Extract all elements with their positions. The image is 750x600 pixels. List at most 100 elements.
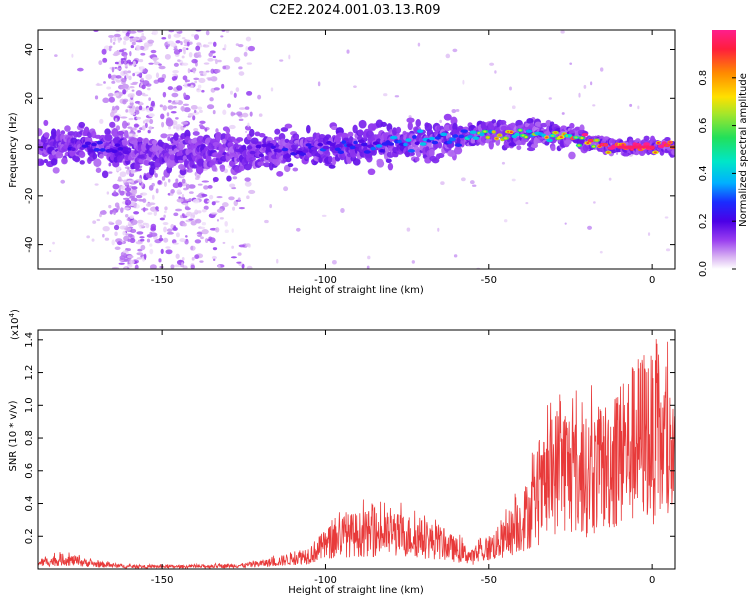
spectrogram-blob [180, 105, 185, 112]
spectrogram-blob [196, 231, 203, 235]
spectrogram-blob [95, 167, 102, 173]
spectrogram-blob [387, 162, 394, 171]
spectrogram-blob [199, 260, 204, 263]
spectrogram-blob [78, 121, 86, 129]
spectrogram-blob [92, 152, 98, 160]
spectrogram-blob [212, 176, 219, 182]
spectrogram-blob [199, 226, 206, 230]
spectrogram-blob [273, 136, 281, 141]
spectrogram-blob [186, 47, 189, 51]
spectrogram-blob [113, 92, 120, 97]
spectrogram-blob [117, 37, 121, 43]
spectrogram-blob [158, 65, 166, 70]
spectrogram-blob [411, 260, 415, 264]
spectrogram-blob [239, 107, 246, 110]
spectrogram-blob [431, 140, 439, 145]
spectrogram-blob [296, 227, 301, 232]
spectrogram-blob [175, 40, 181, 44]
spectrogram-blob [455, 108, 460, 112]
spectrogram-blob [621, 143, 625, 146]
spectrogram-blob [204, 238, 209, 244]
spectrogram-blob [150, 49, 157, 54]
spectrogram-blob [112, 183, 120, 190]
spectrogram-blob [204, 128, 208, 132]
spectrogram-blob [120, 58, 127, 61]
spectrogram-blob [215, 59, 218, 65]
spectrogram-blob [122, 230, 127, 236]
spectrogram-blob [188, 218, 194, 221]
spectrogram-x-label: Height of straight line (km) [288, 285, 424, 296]
spectrogram-blob [548, 97, 552, 100]
spectrogram-blob [136, 137, 143, 143]
spectrogram-blob [194, 34, 200, 40]
spectrogram-blob [225, 30, 230, 33]
spectrogram-blob [129, 127, 137, 131]
spectrogram-blob [161, 176, 166, 181]
spectrogram-blob [71, 53, 74, 58]
spectrogram-blob [209, 97, 214, 102]
spectrogram-blob [354, 143, 363, 148]
spectrogram-blob [131, 41, 136, 46]
spectrogram-blob [211, 201, 216, 206]
spectrogram-blob [149, 243, 153, 247]
spectrogram-blob [203, 198, 210, 204]
spectrogram-blob [330, 126, 338, 131]
spectrogram-blob [176, 198, 184, 203]
spectrogram-blob [565, 134, 569, 137]
spectrogram-blob [141, 84, 146, 90]
spectrogram-blob [150, 163, 156, 171]
spectrogram-blob [337, 150, 345, 155]
spectrogram-blob [437, 227, 440, 232]
spectrogram-blob [586, 142, 590, 145]
spectrogram-blob [375, 144, 383, 148]
spectrogram-blob [403, 142, 408, 147]
spectrogram-blob [560, 30, 565, 34]
spectrogram-blob [595, 139, 599, 142]
spectrogram-blob [503, 219, 508, 223]
snr-x-tick-label: 0 [649, 575, 655, 586]
spectrogram-blob [360, 142, 368, 147]
spectrogram-blob [503, 137, 507, 140]
spectrogram-blob [257, 161, 265, 167]
spectrogram-blob [120, 85, 126, 90]
spectrogram-blob [129, 37, 133, 43]
spectrogram-blob [516, 145, 522, 151]
spectrogram-blob [188, 191, 194, 194]
spectrogram-blob [270, 87, 274, 92]
spectrogram-blob [357, 139, 365, 144]
spectrogram-blob [93, 147, 101, 152]
spectrogram-blob [113, 224, 120, 231]
spectrogram-blob [212, 247, 218, 251]
spectrogram-blob [656, 141, 660, 144]
spectrogram-blob [231, 228, 234, 233]
spectrogram-blob [546, 138, 553, 143]
spectrogram-blob [185, 235, 188, 238]
spectrogram-blob [136, 194, 143, 199]
spectrogram-blob [279, 59, 284, 62]
spectrogram-blob [162, 222, 169, 226]
spectrogram-blob [568, 151, 576, 160]
spectrogram-blob [606, 151, 610, 154]
spectrogram-blob [460, 177, 466, 182]
spectrogram-blob [173, 105, 177, 109]
spectrogram-blob [137, 219, 144, 224]
spectrogram-blob [163, 181, 167, 187]
spectrogram-blob [500, 125, 508, 131]
spectrogram-blob [182, 222, 187, 227]
spectrogram-blob [321, 214, 327, 217]
spectrogram-blob [120, 116, 128, 119]
spectrogram-panel: -150 -100 -50 0 -40 -20 0 20 40 Height of strai… [8, 29, 676, 296]
spectrogram-blob [154, 173, 158, 178]
spectrogram-blob [114, 117, 118, 123]
spectrogram-blob [206, 104, 215, 110]
spectrogram-blob [243, 51, 248, 57]
spectrogram-blob [394, 95, 400, 98]
spectrogram-blob [248, 189, 256, 195]
spectrogram-frame [37, 29, 676, 270]
spectrogram-blob [198, 124, 204, 127]
spectrogram-blob [117, 146, 124, 151]
spectrogram-blob [314, 152, 321, 157]
spectrogram-blob [70, 147, 76, 151]
spectrogram-blob [270, 145, 276, 150]
spectrogram-blob [113, 190, 117, 195]
